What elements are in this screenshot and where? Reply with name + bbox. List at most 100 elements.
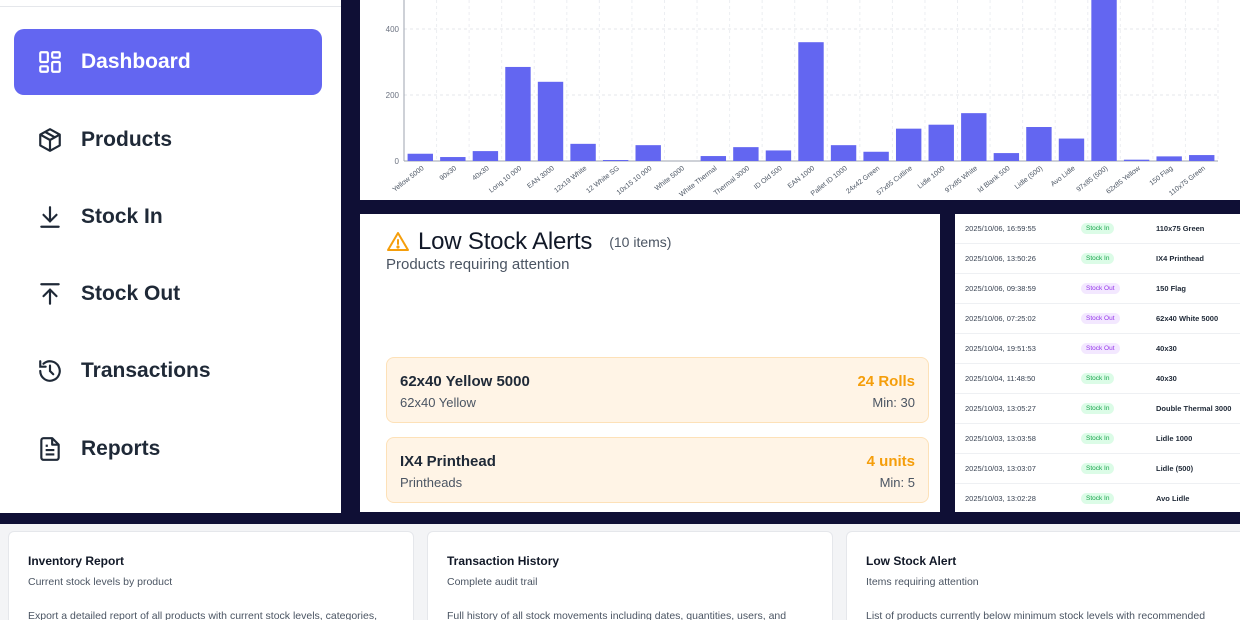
report-description: Full history of all stock movements incl… xyxy=(447,610,787,620)
transaction-type-badge: Stock In xyxy=(1081,463,1115,474)
recent-transactions-list: 2025/10/06, 16:59:55 Stock In 110x75 Gre… xyxy=(955,214,1240,512)
table-row[interactable]: 2025/10/03, 13:02:28 Stock In Avo Lidle xyxy=(955,484,1240,512)
x-tick-label: White 5000 xyxy=(654,165,686,192)
x-tick-label: Thermal 3000 xyxy=(713,165,751,197)
transaction-product: 40x30 xyxy=(1156,374,1177,383)
chart-bar[interactable] xyxy=(505,66,531,161)
transaction-product: Lidle (500) xyxy=(1156,464,1194,473)
chart-bar[interactable] xyxy=(1156,156,1182,161)
report-card-low-stock[interactable]: Low Stock Alert Items requiring attentio… xyxy=(846,531,1240,620)
transaction-date: 2025/10/03, 13:03:58 xyxy=(965,434,1036,443)
sidebar-item-dashboard[interactable]: Dashboard xyxy=(14,29,322,95)
report-subtitle: Items requiring attention xyxy=(866,576,979,588)
report-card-inventory[interactable]: Inventory Report Current stock levels by… xyxy=(8,531,414,620)
sidebar-item-reports[interactable]: Reports xyxy=(14,416,322,482)
table-row[interactable]: 2025/10/03, 13:03:07 Stock In Lidle (500… xyxy=(955,454,1240,484)
sidebar-item-stock-in[interactable]: Stock In xyxy=(14,184,322,250)
warning-icon xyxy=(387,232,409,251)
chart-bar[interactable] xyxy=(602,160,629,161)
transaction-type-badge: Stock In xyxy=(1081,223,1115,234)
chart-bar[interactable] xyxy=(961,113,987,161)
x-tick-label: 150 Flag xyxy=(1149,165,1175,187)
alert-product-name: 62x40 Yellow 5000 xyxy=(400,373,530,390)
table-row[interactable]: 2025/10/06, 16:59:55 Stock In 110x75 Gre… xyxy=(955,214,1240,244)
alert-minimum: Min: 30 xyxy=(872,395,915,410)
transaction-product: Lidle 1000 xyxy=(1156,434,1193,443)
transaction-date: 2025/10/04, 19:51:53 xyxy=(965,344,1036,353)
chart-bar[interactable] xyxy=(635,145,661,161)
alert-card[interactable]: IX4 Printhead Printheads 4 units Min: 5 xyxy=(386,437,929,503)
table-row[interactable]: 2025/10/04, 11:48:50 Stock In 40x30 xyxy=(955,364,1240,394)
sidebar-item-label: Transactions xyxy=(81,359,211,382)
x-tick-label: Lidle 1000 xyxy=(917,165,947,190)
chart-bar[interactable] xyxy=(570,143,596,161)
x-tick-label: Avo Lidle xyxy=(1050,165,1077,188)
chart-bar[interactable] xyxy=(798,42,824,162)
transaction-type-badge: Stock Out xyxy=(1081,313,1120,324)
alerts-count: (10 items) xyxy=(609,234,672,250)
transaction-type-badge: Stock Out xyxy=(1081,343,1120,354)
table-row[interactable]: 2025/10/04, 19:51:53 Stock Out 40x30 xyxy=(955,334,1240,364)
alert-product-category: Printheads xyxy=(400,475,463,490)
alert-quantity: 24 Rolls xyxy=(857,373,915,390)
chart-bar[interactable] xyxy=(440,157,466,161)
chart-bar[interactable] xyxy=(928,124,954,161)
chart-bar[interactable] xyxy=(472,151,499,161)
table-row[interactable]: 2025/10/06, 13:50:26 Stock In IX4 Printh… xyxy=(955,244,1240,274)
chart-bar[interactable] xyxy=(700,156,727,161)
chart-bar[interactable] xyxy=(895,128,922,161)
download-icon xyxy=(36,203,64,231)
table-row[interactable]: 2025/10/06, 09:38:59 Stock Out 150 Flag xyxy=(955,274,1240,304)
chart-bar[interactable] xyxy=(993,153,1020,161)
table-row[interactable]: 2025/10/03, 13:05:27 Stock In Double The… xyxy=(955,394,1240,424)
x-tick-label: ID Old 500 xyxy=(753,165,784,191)
transaction-product: 150 Flag xyxy=(1156,284,1187,293)
sidebar-item-label: Dashboard xyxy=(81,50,191,73)
chart-bar[interactable] xyxy=(1091,0,1117,161)
sidebar-item-label: Stock Out xyxy=(81,282,181,305)
box-icon xyxy=(36,126,64,154)
transaction-date: 2025/10/03, 13:03:07 xyxy=(965,464,1036,473)
chart-bar[interactable] xyxy=(407,153,433,161)
y-tick-label: 400 xyxy=(386,25,400,34)
sidebar-item-label: Products xyxy=(81,128,173,151)
chart-bar[interactable] xyxy=(1123,159,1150,161)
alert-card[interactable]: 62x40 Yellow 5000 62x40 Yellow 24 Rolls … xyxy=(386,357,929,423)
table-row[interactable]: 2025/10/03, 13:03:58 Stock In Lidle 1000 xyxy=(955,424,1240,454)
transaction-date: 2025/10/06, 09:38:59 xyxy=(965,284,1036,293)
report-title: Low Stock Alert xyxy=(866,554,957,568)
chart-bar[interactable] xyxy=(830,145,857,161)
transaction-type-badge: Stock In xyxy=(1081,373,1115,384)
history-icon xyxy=(36,357,64,385)
x-tick-label: 97x85 (500) xyxy=(1076,165,1110,194)
report-card-transaction-history[interactable]: Transaction History Complete audit trail… xyxy=(427,531,833,620)
x-tick-label: Long 10 000 xyxy=(488,165,523,195)
alerts-header: Low Stock Alerts (10 items) xyxy=(386,228,671,256)
x-tick-label: 97x85 White xyxy=(944,165,979,195)
y-tick-label: 200 xyxy=(386,91,400,100)
alerts-title: Low Stock Alerts xyxy=(418,228,593,255)
sidebar-divider xyxy=(0,6,341,7)
sidebar-item-stock-out[interactable]: Stock Out xyxy=(14,261,322,327)
sidebar-item-products[interactable]: Products xyxy=(14,107,322,173)
x-tick-label: Yellow 5000 xyxy=(392,165,426,194)
chart-bar[interactable] xyxy=(1058,138,1085,161)
chart-bar[interactable] xyxy=(537,81,564,161)
transaction-product: 110x75 Green xyxy=(1156,224,1205,233)
sidebar-item-label: Reports xyxy=(81,437,161,460)
transaction-date: 2025/10/06, 16:59:55 xyxy=(965,224,1036,233)
report-description: List of products currently below minimum… xyxy=(866,610,1206,620)
transaction-date: 2025/10/03, 13:02:28 xyxy=(965,494,1036,503)
transaction-product: 40x30 xyxy=(1156,344,1177,353)
chart-bar[interactable] xyxy=(765,150,792,161)
chart-bar[interactable] xyxy=(733,147,759,161)
sidebar-item-transactions[interactable]: Transactions xyxy=(14,338,322,404)
chart-bar[interactable] xyxy=(1026,127,1052,161)
transaction-product: IX4 Printhead xyxy=(1156,254,1204,263)
table-row[interactable]: 2025/10/06, 07:25:02 Stock Out 62x40 Whi… xyxy=(955,304,1240,334)
chart-bar[interactable] xyxy=(1189,155,1215,161)
chart-bar[interactable] xyxy=(863,151,889,161)
report-title: Inventory Report xyxy=(28,554,125,568)
transaction-date: 2025/10/06, 13:50:26 xyxy=(965,254,1036,263)
